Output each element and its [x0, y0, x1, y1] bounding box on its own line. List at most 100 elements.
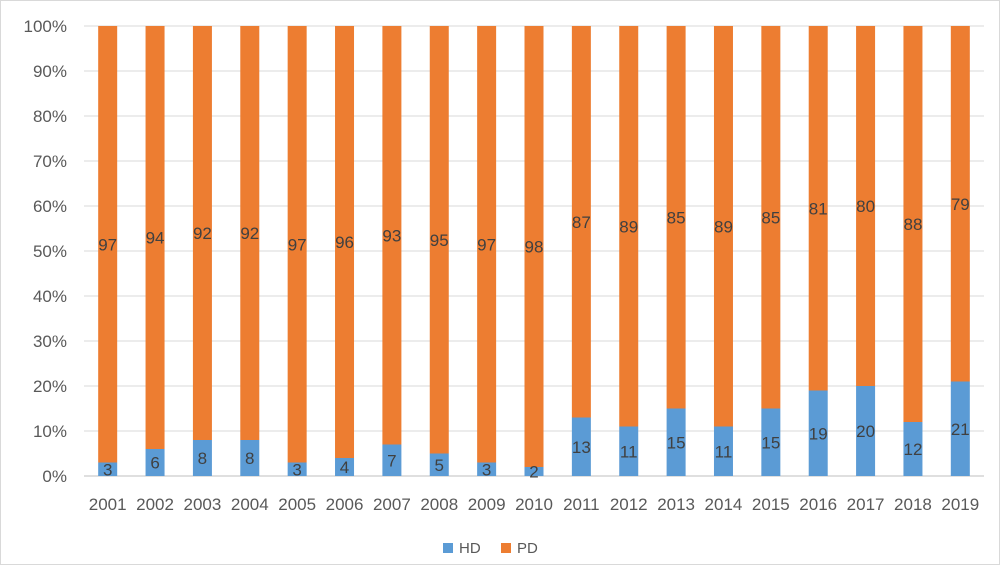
data-label-hd-2002: 6	[150, 454, 159, 473]
data-label-pd-2008: 95	[430, 231, 449, 250]
x-tick-label: 2015	[752, 495, 790, 514]
bar-hd-2004	[240, 440, 260, 476]
data-label-pd-2016: 81	[809, 199, 828, 218]
data-label-hd-2015: 15	[761, 433, 780, 452]
bar-pd-2016	[808, 26, 828, 391]
x-tick-label: 2001	[89, 495, 127, 514]
data-label-pd-2002: 94	[146, 229, 165, 248]
y-tick-label: 20%	[33, 377, 67, 396]
x-tick-label: 2010	[515, 495, 553, 514]
x-tick-label: 2006	[326, 495, 364, 514]
data-labels: 3 97 6 94 8 92 8 92 3 97 4 96 7 93 5 95 3 97 2 98 13 87 11 89 15…	[98, 195, 970, 482]
data-label-hd-2007: 7	[387, 451, 396, 470]
legend-label-pd: PD	[517, 540, 538, 557]
x-tick-label: 2009	[468, 495, 506, 514]
x-tick-label: 2007	[373, 495, 411, 514]
data-label-hd-2012: 11	[620, 442, 638, 461]
data-label-pd-2001: 97	[98, 235, 117, 254]
y-tick-label: 60%	[33, 197, 67, 216]
bar-pd-2004	[240, 26, 260, 440]
data-label-hd-2004: 8	[245, 449, 254, 468]
bar-pd-2009	[477, 26, 497, 463]
data-label-pd-2007: 93	[382, 226, 401, 245]
bar-hd-2010	[524, 467, 544, 476]
data-label-pd-2004: 92	[240, 224, 259, 243]
y-tick-label: 10%	[33, 422, 67, 441]
data-label-hd-2019: 21	[951, 420, 970, 439]
x-tick-label: 2005	[278, 495, 316, 514]
bar-pd-2005	[287, 26, 307, 463]
data-label-hd-2001: 3	[103, 460, 112, 479]
data-label-hd-2009: 3	[482, 460, 491, 479]
data-label-hd-2016: 19	[809, 424, 828, 443]
data-label-pd-2005: 97	[288, 235, 307, 254]
y-tick-label: 30%	[33, 332, 67, 351]
bar-pd-2007	[382, 26, 402, 445]
x-tick-label: 2003	[184, 495, 222, 514]
bar-pd-2002	[145, 26, 165, 449]
data-label-pd-2019: 79	[951, 195, 970, 214]
bar-hd-2015	[761, 408, 781, 476]
data-label-hd-2010: 2	[529, 463, 538, 482]
legend-swatch-hd	[443, 543, 453, 553]
bar-hd-2002	[145, 449, 165, 476]
legend-label-hd: HD	[459, 540, 481, 557]
data-label-pd-2013: 85	[667, 208, 686, 227]
data-label-pd-2018: 88	[903, 215, 922, 234]
y-axis-tick-labels: 0% 10% 20% 30% 40% 50% 60% 70% 80% 90% 100%	[24, 17, 67, 486]
data-label-hd-2008: 5	[435, 456, 444, 475]
bar-pd-2013	[666, 26, 686, 409]
bar-hd-2005	[287, 462, 307, 476]
x-tick-label: 2018	[894, 495, 932, 514]
bar-pd-2012	[619, 26, 639, 427]
data-label-pd-2015: 85	[761, 208, 780, 227]
y-tick-label: 80%	[33, 107, 67, 126]
y-tick-label: 70%	[33, 152, 67, 171]
bar-hd-2013	[666, 408, 686, 476]
bar-pd-2019	[950, 26, 970, 382]
x-tick-label: 2016	[799, 495, 837, 514]
data-label-hd-2006: 4	[340, 458, 349, 477]
data-label-hd-2018: 12	[903, 440, 922, 459]
bar-pd-2001	[98, 26, 118, 463]
bar-pd-2017	[856, 26, 876, 386]
data-label-pd-2010: 98	[525, 238, 544, 257]
bar-hd-2017	[856, 386, 876, 476]
bar-pd-2014	[713, 26, 733, 427]
data-label-pd-2003: 92	[193, 224, 212, 243]
x-tick-label: 2011	[563, 495, 600, 514]
bar-hd-2001	[98, 462, 118, 476]
bar-hd-2018	[903, 422, 923, 476]
bar-hd-2016	[808, 390, 828, 476]
x-axis-tick-labels: 2001 2002 2003 2004 2005 2006 2007 2008 2009 2010…	[89, 495, 979, 514]
bar-hd-2003	[192, 440, 212, 476]
bar-hd-2007	[382, 444, 402, 476]
y-tick-label: 0%	[42, 467, 67, 486]
data-label-hd-2013: 15	[667, 433, 686, 452]
data-label-hd-2011: 13	[572, 438, 591, 457]
bar-pd-2006	[335, 26, 355, 458]
data-label-hd-2003: 8	[198, 449, 207, 468]
bar-pd-2003	[192, 26, 212, 440]
data-label-pd-2009: 97	[477, 235, 496, 254]
x-tick-label: 2002	[136, 495, 174, 514]
bar-hd-2009	[477, 462, 497, 476]
x-tick-label: 2013	[657, 495, 695, 514]
x-tick-label: 2014	[705, 495, 743, 514]
data-label-pd-2006: 96	[335, 233, 354, 252]
bar-pd-2008	[429, 26, 449, 454]
data-label-pd-2017: 80	[856, 197, 875, 216]
x-tick-label: 2017	[847, 495, 885, 514]
data-label-pd-2012: 89	[619, 217, 638, 236]
data-label-hd-2005: 3	[292, 460, 301, 479]
bar-hd-2006	[335, 458, 355, 476]
data-label-hd-2014: 11	[715, 442, 733, 461]
x-tick-label: 2012	[610, 495, 648, 514]
bar-pd-2015	[761, 26, 781, 409]
y-tick-label: 90%	[33, 62, 67, 81]
x-tick-label: 2008	[420, 495, 458, 514]
bar-hd-2011	[571, 417, 591, 476]
x-tick-label: 2004	[231, 495, 269, 514]
